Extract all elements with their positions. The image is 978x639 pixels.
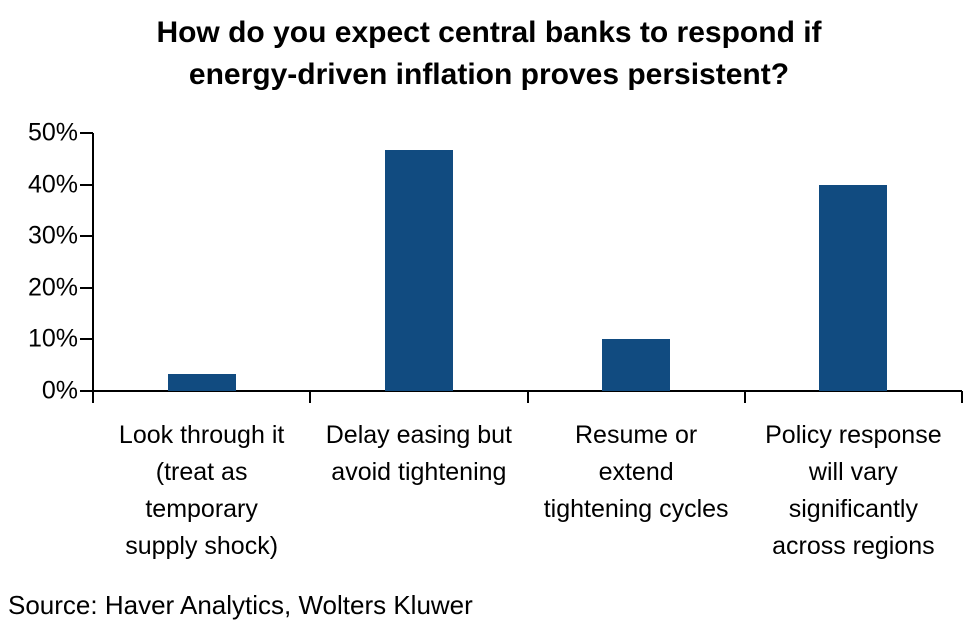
y-axis-tick-mark	[80, 286, 93, 289]
y-axis-tick-mark	[80, 132, 93, 134]
y-axis-tick-mark	[80, 338, 93, 341]
x-axis-tick-mark	[526, 391, 529, 403]
x-axis-category-label: Delay easing but avoid tightening	[325, 421, 512, 486]
x-axis-tick-mark	[309, 391, 312, 403]
bar	[167, 373, 236, 391]
source-text: Source: Haver Analytics, Wolters Kluwer	[8, 590, 473, 620]
y-axis-tick-label: 40%	[27, 170, 78, 199]
bar	[602, 339, 671, 391]
y-axis-tick-mark	[80, 235, 93, 238]
x-axis-category-label: Resume or extend tightening cycles	[543, 421, 729, 523]
x-axis-line	[80, 390, 962, 392]
x-axis-category-label: Look through it (treat as temporary supp…	[118, 421, 285, 560]
y-axis-tick-label: 0%	[41, 376, 78, 405]
y-axis-tick-label: 10%	[27, 324, 78, 353]
x-axis-tick-mark	[961, 391, 963, 403]
bar	[819, 184, 888, 391]
y-axis-tick-label: 30%	[27, 221, 78, 250]
y-axis-tick-label: 20%	[27, 273, 78, 302]
x-axis-category-label: Policy response will vary significantly …	[765, 421, 942, 560]
y-axis-tick-mark	[80, 183, 93, 186]
x-axis-tick-mark	[92, 391, 94, 403]
y-axis-tick-label: 50%	[27, 118, 78, 147]
bar	[384, 150, 453, 391]
x-axis-tick-mark	[743, 391, 746, 403]
y-axis-line	[92, 133, 94, 403]
chart-title: How do you expect central banks to respo…	[156, 16, 822, 91]
